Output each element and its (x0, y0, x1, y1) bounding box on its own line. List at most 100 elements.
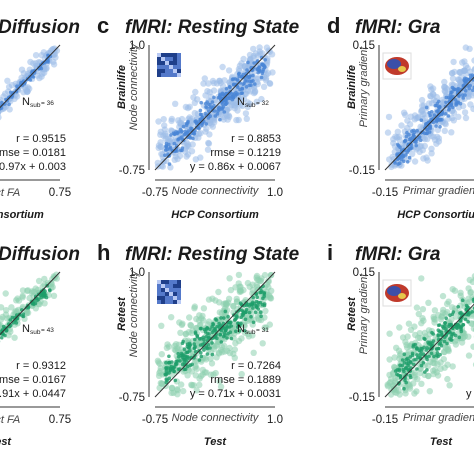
data-point-core (463, 93, 467, 97)
data-point-core (244, 85, 249, 89)
stat-text: rmse = 0.1219 (210, 147, 281, 159)
x-axis-label: Primar gradien (403, 412, 474, 424)
data-point (443, 300, 451, 308)
data-point-core (3, 333, 7, 338)
data-point (418, 275, 425, 282)
data-point (441, 127, 448, 135)
data-point-core (225, 336, 229, 340)
data-point-core (252, 61, 256, 65)
data-point-core (409, 360, 413, 365)
data-point-core (7, 95, 11, 100)
data-point (163, 157, 170, 164)
data-point (418, 96, 426, 104)
data-point-core (414, 143, 419, 148)
data-point-core (199, 354, 204, 359)
data-point-core (251, 295, 255, 300)
data-point (171, 342, 178, 350)
data-point (455, 76, 462, 83)
data-point (24, 88, 31, 95)
data-point (197, 154, 204, 161)
data-point-core (419, 346, 423, 351)
data-point-core (182, 132, 187, 137)
data-point (240, 286, 247, 294)
data-point (24, 287, 32, 294)
data-point (172, 100, 179, 108)
y-axis-label: Node connectivity (128, 42, 140, 130)
n-subjects-label: N (22, 96, 30, 108)
data-point-core (39, 293, 43, 298)
data-point-core (449, 338, 454, 342)
data-point (449, 114, 456, 122)
data-point-core (164, 366, 168, 370)
data-point (253, 274, 260, 281)
data-point-core (437, 105, 442, 110)
data-point (155, 142, 163, 149)
data-point-core (406, 148, 411, 153)
y-axis-group-label: Brainlife (116, 65, 128, 109)
data-point-core (249, 79, 254, 84)
matrix-cell (157, 280, 161, 284)
matrix-cell (177, 296, 181, 300)
data-point (186, 114, 193, 121)
data-point (184, 372, 191, 379)
data-point-core (396, 142, 400, 147)
data-point (188, 329, 195, 337)
data-point-core (402, 386, 406, 391)
data-point-core (228, 321, 232, 325)
data-point (215, 288, 222, 296)
data-point (0, 321, 2, 328)
data-point-core (247, 310, 252, 315)
data-point-core (444, 100, 448, 105)
data-point (434, 372, 442, 379)
data-point (14, 295, 21, 302)
y-axis-group-label: Brainlife (346, 65, 358, 109)
data-point-core (168, 368, 173, 372)
data-point-core (251, 73, 255, 78)
data-point (242, 110, 250, 117)
data-point-core (239, 91, 244, 96)
data-point-core (174, 130, 178, 134)
data-point-core (223, 333, 227, 338)
data-point-core (218, 332, 222, 337)
data-point-core (164, 144, 168, 148)
matrix-cell (177, 61, 181, 65)
data-point-core (402, 159, 406, 164)
data-point (209, 77, 217, 85)
data-point (439, 292, 447, 300)
stat-text: rmse = 0.1889 (210, 374, 281, 386)
data-point (213, 354, 220, 361)
data-point (174, 391, 181, 398)
data-point-core (260, 62, 265, 67)
x-group-label: Test (430, 436, 454, 448)
data-point (269, 69, 276, 76)
data-point-core (164, 360, 168, 365)
data-points (384, 273, 474, 398)
matrix-cell (165, 65, 169, 69)
matrix-cell (173, 296, 177, 300)
data-point (386, 330, 393, 337)
data-point-core (470, 310, 474, 314)
panel-title: fMRI: Resting State (125, 17, 300, 38)
matrix-cell (165, 288, 169, 292)
data-point (421, 329, 428, 337)
data-point-core (463, 89, 468, 93)
data-point-core (204, 122, 209, 126)
data-point-core (210, 336, 214, 341)
data-point-core (176, 351, 180, 356)
data-point-core (201, 345, 206, 350)
data-point-core (434, 347, 439, 351)
data-point-core (224, 327, 229, 331)
data-point-core (398, 145, 402, 149)
data-point-core (185, 364, 190, 369)
data-point (405, 349, 412, 356)
x-group-label: HCP Consortium (397, 209, 474, 221)
data-point (449, 363, 456, 370)
data-point (168, 117, 175, 125)
data-point-core (402, 352, 407, 357)
data-point-core (193, 349, 198, 354)
data-point-core (262, 292, 267, 296)
matrix-cell (161, 284, 165, 288)
data-point-core (471, 297, 474, 302)
data-points (154, 44, 276, 171)
data-point (27, 58, 34, 66)
